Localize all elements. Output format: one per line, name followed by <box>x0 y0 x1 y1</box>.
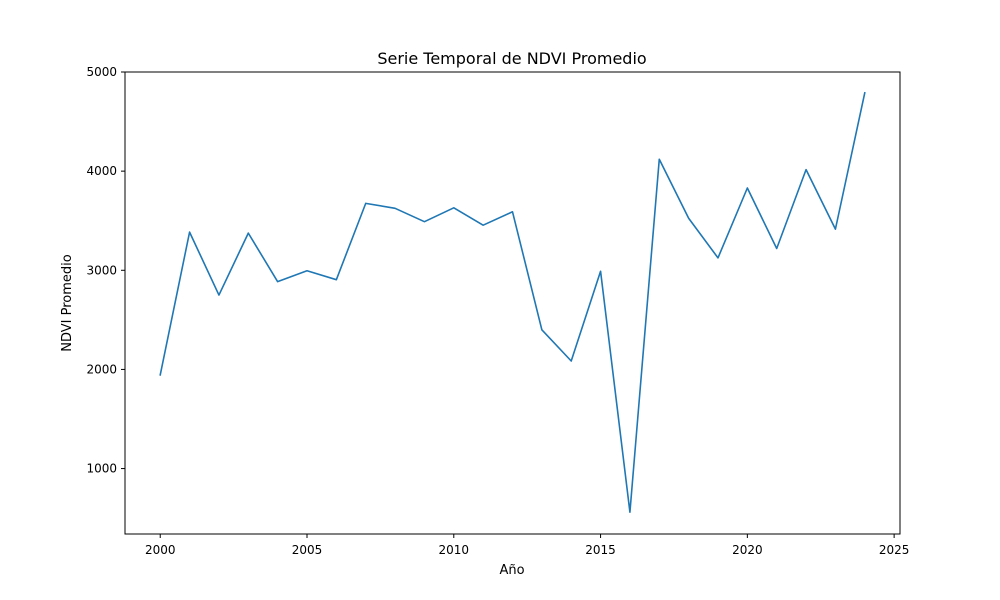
x-tick-label: 2010 <box>439 543 470 557</box>
x-tick-label: 2005 <box>292 543 323 557</box>
series-line-0 <box>159 91 866 513</box>
y-axis-label: NDVI Promedio <box>60 254 75 352</box>
y-tick-label: 5000 <box>86 65 117 79</box>
plot-area <box>159 91 866 513</box>
y-tick-label: 1000 <box>86 462 117 476</box>
x-axis-label: Año <box>499 563 524 578</box>
chart-title: Serie Temporal de NDVI Promedio <box>377 49 646 68</box>
x-tick-label: 2020 <box>732 543 763 557</box>
x-tick-label: 2025 <box>879 543 910 557</box>
axes-frame <box>124 71 901 535</box>
y-tick-label: 3000 <box>86 263 117 277</box>
x-tick-label: 2015 <box>585 543 616 557</box>
y-tick-label: 4000 <box>86 164 117 178</box>
y-tick-label: 2000 <box>86 362 117 376</box>
x-tick-label: 2000 <box>145 543 176 557</box>
x-axis: 2000 2005 2010 2015 2020 2025 <box>145 534 909 557</box>
y-axis: 1000 2000 3000 4000 5000 <box>86 65 125 476</box>
